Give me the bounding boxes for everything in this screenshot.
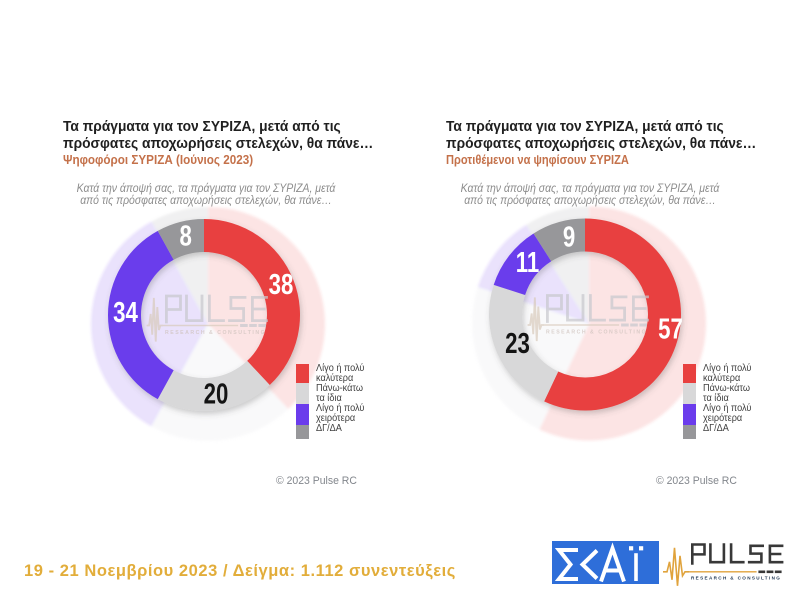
svg-text:RESEARCH & CONSULTING: RESEARCH & CONSULTING: [546, 329, 648, 335]
svg-text:38: 38: [269, 270, 294, 301]
svg-text:8: 8: [180, 221, 192, 252]
svg-text:RESEARCH & CONSULTING: RESEARCH & CONSULTING: [691, 576, 782, 581]
svg-text:20: 20: [204, 379, 229, 410]
svg-text:11: 11: [516, 248, 539, 279]
svg-text:23: 23: [505, 329, 530, 360]
svg-text:RESEARCH & CONSULTING: RESEARCH & CONSULTING: [165, 330, 267, 336]
svg-text:34: 34: [113, 298, 138, 329]
svg-text:9: 9: [563, 222, 575, 253]
svg-text:57: 57: [658, 314, 683, 345]
